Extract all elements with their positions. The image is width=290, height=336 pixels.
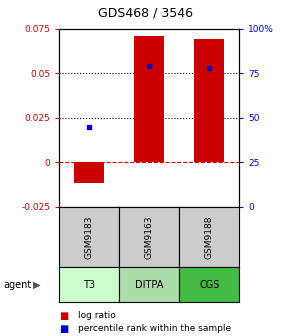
Text: T3: T3 bbox=[84, 280, 95, 290]
Text: ▶: ▶ bbox=[33, 280, 41, 290]
Bar bbox=[134, 36, 164, 162]
Text: GDS468 / 3546: GDS468 / 3546 bbox=[97, 6, 193, 19]
Text: ■: ■ bbox=[59, 324, 69, 334]
Bar bbox=[194, 39, 224, 162]
Text: GSM9188: GSM9188 bbox=[205, 215, 214, 259]
Text: GSM9163: GSM9163 bbox=[145, 215, 154, 259]
Text: CGS: CGS bbox=[199, 280, 220, 290]
Text: percentile rank within the sample: percentile rank within the sample bbox=[78, 324, 231, 333]
Text: log ratio: log ratio bbox=[78, 311, 116, 320]
Text: DITPA: DITPA bbox=[135, 280, 164, 290]
Bar bbox=[75, 162, 104, 183]
Text: agent: agent bbox=[3, 280, 31, 290]
Text: GSM9183: GSM9183 bbox=[85, 215, 94, 259]
Text: ■: ■ bbox=[59, 311, 69, 321]
